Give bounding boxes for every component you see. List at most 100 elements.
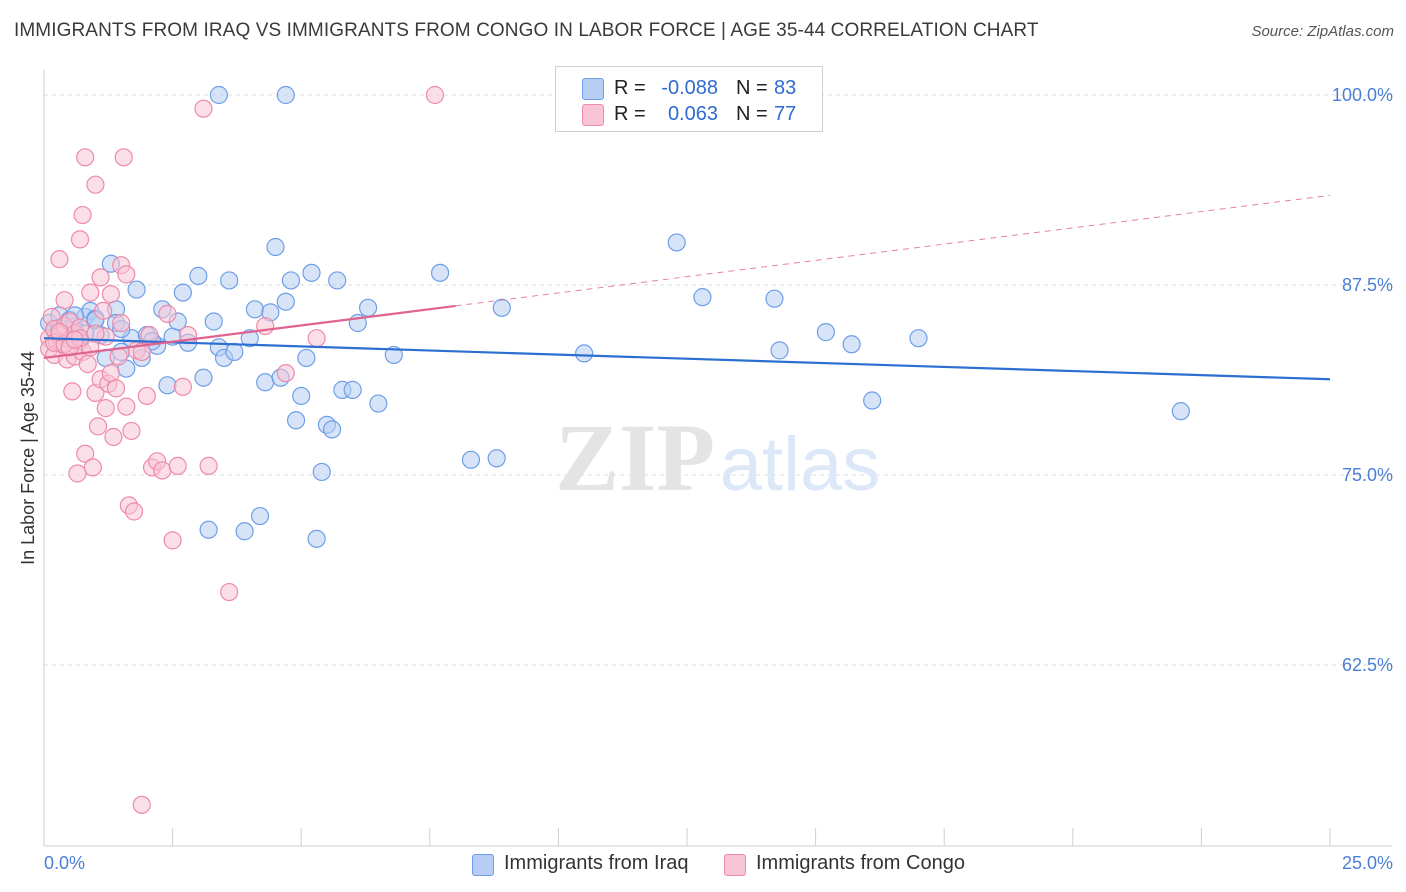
point-congo xyxy=(104,427,123,447)
point-iraq xyxy=(194,368,213,387)
point-iraq xyxy=(297,348,316,368)
point-congo xyxy=(122,421,141,441)
point-congo xyxy=(256,316,275,336)
watermark: ZIP atlas xyxy=(555,404,880,511)
chart-title: IMMIGRANTS FROM IRAQ VS IMMIGRANTS FROM … xyxy=(14,20,1039,41)
point-congo xyxy=(153,461,172,480)
stats-swatch-congo xyxy=(582,104,604,126)
point-iraq xyxy=(307,529,326,548)
tick-labels: 62.5% 75.0% 87.5% 100.0% 0.0% 25.0% xyxy=(44,85,1393,873)
point-iraq xyxy=(281,271,301,290)
stats-n-value-congo: 77 xyxy=(774,103,797,125)
y-axis-title: In Labor Force | Age 35-44 xyxy=(18,351,38,565)
point-iraq xyxy=(384,345,403,365)
point-congo xyxy=(78,354,97,374)
point-iraq xyxy=(863,391,882,410)
point-iraq xyxy=(312,462,331,482)
legend-swatch-congo xyxy=(724,854,746,876)
trend-line-iraq xyxy=(43,337,1331,381)
point-iraq xyxy=(770,341,789,360)
stats-swatch-iraq xyxy=(582,78,604,100)
point-congo xyxy=(88,417,108,436)
point-congo xyxy=(168,456,187,475)
point-congo xyxy=(163,531,182,550)
point-congo xyxy=(114,148,133,167)
point-iraq xyxy=(158,376,177,395)
point-congo xyxy=(63,382,82,401)
point-iraq xyxy=(816,323,835,342)
point-congo xyxy=(50,250,69,269)
point-iraq xyxy=(358,298,378,317)
point-congo xyxy=(194,99,213,118)
watermark-zip: ZIP xyxy=(555,404,715,511)
point-iraq xyxy=(909,329,928,348)
point-congo xyxy=(83,458,102,477)
point-congo xyxy=(132,795,151,814)
legend: Immigrants from Iraq Immigrants from Con… xyxy=(0,850,1406,880)
watermark-atlas: atlas xyxy=(720,422,881,507)
point-iraq xyxy=(225,342,244,361)
point-congo xyxy=(96,399,115,418)
point-congo xyxy=(137,386,156,406)
point-iraq xyxy=(204,312,223,331)
point-iraq xyxy=(487,449,506,468)
point-congo xyxy=(101,285,120,304)
point-iraq xyxy=(235,522,254,541)
point-congo xyxy=(106,379,126,398)
point-congo xyxy=(276,364,295,383)
stats-row-congo: R = 0.063 N = 77 xyxy=(556,101,822,129)
point-congo xyxy=(73,205,92,225)
point-congo xyxy=(220,582,239,602)
trend-lines xyxy=(43,194,1331,381)
point-iraq xyxy=(1171,402,1190,421)
point-congo xyxy=(425,85,445,105)
point-congo xyxy=(101,364,120,383)
point-iraq xyxy=(492,298,511,317)
point-iraq xyxy=(322,420,342,439)
point-iraq xyxy=(209,85,228,105)
point-iraq xyxy=(220,271,239,290)
point-iraq xyxy=(328,271,347,290)
point-iraq xyxy=(276,85,295,105)
legend-label-iraq: Immigrants from Iraq xyxy=(504,852,689,874)
point-iraq xyxy=(127,280,146,299)
stats-box: R = -0.088 N = 83 R = 0.063 N = 77 xyxy=(555,66,823,132)
point-iraq xyxy=(369,394,388,413)
point-iraq xyxy=(765,289,784,308)
point-iraq xyxy=(240,329,259,348)
point-iraq xyxy=(256,373,275,392)
point-congo xyxy=(55,291,74,310)
point-iraq xyxy=(575,344,594,363)
point-iraq xyxy=(250,506,270,526)
point-congo xyxy=(117,397,136,416)
point-iraq xyxy=(173,283,192,302)
point-congo xyxy=(91,268,110,287)
point-iraq xyxy=(302,263,321,282)
point-iraq xyxy=(266,237,285,257)
point-congo xyxy=(86,324,105,343)
point-congo xyxy=(50,323,69,342)
point-iraq xyxy=(667,233,686,252)
point-congo xyxy=(307,329,326,348)
point-congo xyxy=(112,313,131,333)
point-congo xyxy=(68,464,87,483)
x-tick-label-min: 0.0% xyxy=(44,853,85,873)
grid-lines xyxy=(44,94,1392,666)
y-tick-label: 62.5% xyxy=(1342,655,1393,675)
point-iraq xyxy=(189,266,208,285)
point-congo xyxy=(124,502,144,521)
stats-r-value-congo: 0.063 xyxy=(667,103,718,125)
y-tick-label: 75.0% xyxy=(1342,465,1393,485)
stats-n-value-iraq: 83 xyxy=(774,77,797,99)
point-iraq xyxy=(286,411,306,430)
point-congo xyxy=(173,377,192,396)
point-iraq xyxy=(245,300,265,319)
point-congo xyxy=(81,283,100,302)
point-iraq xyxy=(343,380,362,399)
point-iraq xyxy=(842,335,861,354)
y-tick-label: 87.5% xyxy=(1342,275,1393,295)
trend-line-congo-projection xyxy=(455,194,1331,307)
point-iraq xyxy=(276,292,295,311)
stats-r-label: R = xyxy=(614,77,646,99)
